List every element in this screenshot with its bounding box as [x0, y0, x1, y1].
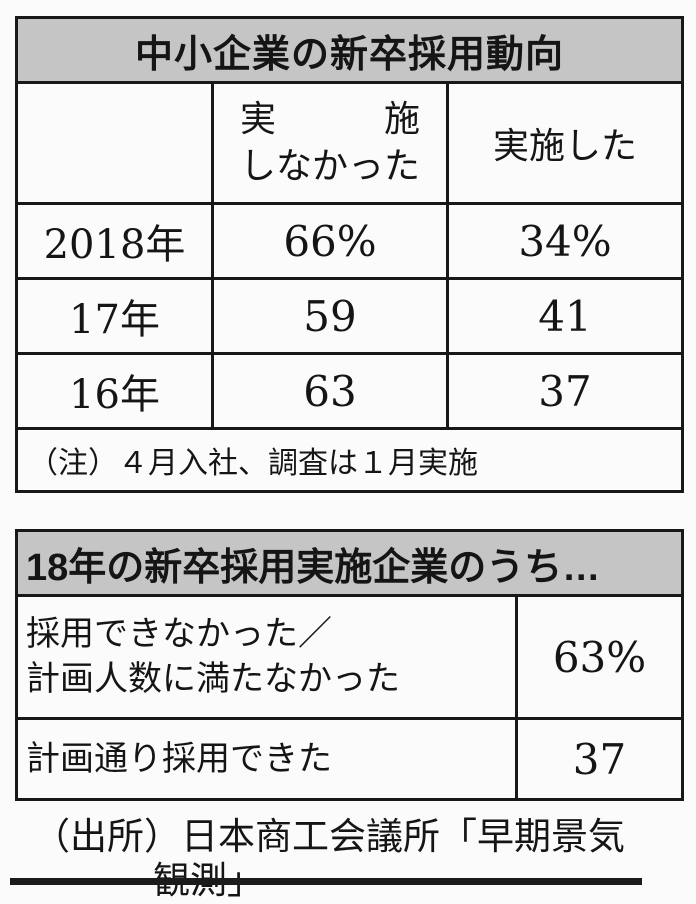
- table-row-2017: 17年 59 41: [15, 277, 684, 355]
- table1-header-empty-cell: [15, 81, 214, 205]
- table-row-as-planned: 計画通り採用できた 37: [15, 717, 684, 801]
- not-implemented-value-cell: 63: [211, 352, 449, 430]
- table-recruitment-trend: 中小企業の新卒採用動向 実 施 しなかった 実施した 2018年 66% 34%…: [15, 16, 684, 493]
- not-implemented-value-cell: 66%: [211, 202, 449, 280]
- table1-title: 中小企業の新卒採用動向: [15, 16, 684, 84]
- result-label-line1: 採用できなかった／: [26, 615, 332, 654]
- year-cell: 17年: [15, 277, 214, 355]
- header-not-implemented-line1: 実 施: [239, 98, 420, 140]
- table-hiring-result: 18年の新卒採用実施企業のうち… 採用できなかった／ 計画人数に満たなかった 6…: [15, 529, 684, 801]
- table-row-2018: 2018年 66% 34%: [15, 202, 684, 280]
- result-label-line1: 計画通り採用できた: [26, 739, 332, 778]
- result-label-cell: 計画通り採用できた: [15, 717, 518, 801]
- table1-header-not-implemented: 実 施 しなかった: [211, 81, 449, 205]
- implemented-value-cell: 34%: [446, 202, 684, 280]
- implemented-value-cell: 37: [446, 352, 684, 430]
- table-row-shortfall: 採用できなかった／ 計画人数に満たなかった 63%: [15, 594, 684, 720]
- not-implemented-value-cell: 59: [211, 277, 449, 355]
- table2-title-row: 18年の新卒採用実施企業のうち…: [15, 529, 684, 597]
- table2-title: 18年の新卒採用実施企業のうち…: [15, 529, 684, 597]
- table1-header-row: 実 施 しなかった 実施した: [15, 81, 684, 205]
- implemented-value-cell: 41: [446, 277, 684, 355]
- result-value-cell: 37: [515, 717, 684, 801]
- table1-note-row: （注）４月入社、調査は１月実施: [15, 427, 684, 493]
- table1-note: （注）４月入社、調査は１月実施: [15, 427, 684, 493]
- bottom-rule: [10, 878, 642, 885]
- result-label-cell: 採用できなかった／ 計画人数に満たなかった: [15, 594, 518, 720]
- result-label-line2: 計画人数に満たなかった: [26, 660, 400, 698]
- source-note: （出所）日本商工会議所「早期景気 観測」: [15, 815, 696, 904]
- table-row-2016: 16年 63 37: [15, 352, 684, 430]
- result-value-cell: 63%: [515, 594, 684, 720]
- table1-title-row: 中小企業の新卒採用動向: [15, 16, 684, 84]
- source-line1: （出所）日本商工会議所「早期景気: [33, 816, 625, 857]
- year-cell: 16年: [15, 352, 214, 430]
- table1-header-implemented: 実施した: [446, 81, 684, 205]
- header-not-implemented-line2: しなかった: [239, 145, 420, 186]
- year-cell: 2018年: [15, 202, 214, 280]
